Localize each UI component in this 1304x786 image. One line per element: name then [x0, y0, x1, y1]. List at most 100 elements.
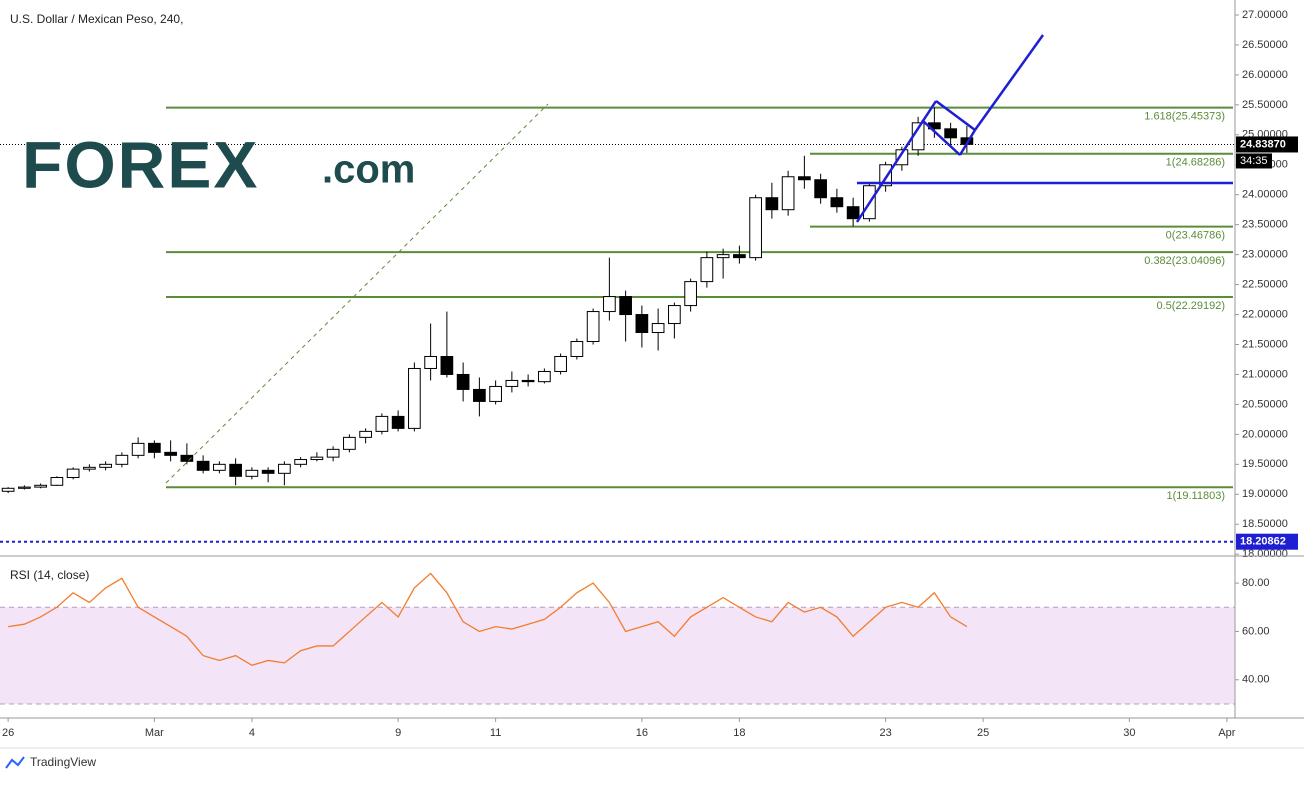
rsi-band	[0, 607, 1235, 704]
candle-body	[99, 463, 112, 468]
fib-label: 0.5(22.29192)	[1157, 300, 1226, 312]
marked-level-box	[1236, 533, 1298, 550]
candle-body	[164, 451, 177, 456]
candle-body	[895, 149, 909, 166]
candle-body	[781, 176, 795, 211]
rsi-title: RSI (14, close)	[10, 568, 89, 582]
y-tick-label: 25.50000	[1242, 99, 1288, 111]
y-tick-label: 20.00000	[1242, 428, 1288, 440]
candle-body	[66, 468, 80, 479]
projection	[973, 34, 1045, 131]
x-tick-label: 23	[880, 727, 892, 739]
y-tick-label: 18.50000	[1242, 518, 1288, 530]
footer-icon	[5, 756, 25, 769]
candle-body	[700, 257, 714, 283]
y-tick-label: 23.00000	[1242, 249, 1288, 261]
x-tick-label: 9	[395, 727, 401, 739]
candle-body	[148, 442, 161, 453]
chart-title: U.S. Dollar / Mexican Peso, 240,	[10, 12, 183, 26]
y-tick-label: 27.00000	[1242, 9, 1288, 21]
logo-brand: FOREX	[22, 127, 259, 201]
y-tick-label: 26.00000	[1242, 69, 1288, 81]
candle-body	[456, 373, 470, 390]
candle-body	[180, 454, 194, 462]
flag-edge	[921, 119, 961, 156]
x-tick-label: 16	[636, 727, 648, 739]
candle-body	[440, 355, 454, 375]
candle-body	[261, 469, 275, 474]
candle-body	[814, 179, 827, 199]
marked-level-label: 18.20862	[1240, 536, 1286, 548]
candle-body	[733, 254, 746, 259]
candle-body	[229, 463, 242, 477]
candle-body	[521, 379, 535, 383]
candle-body	[798, 176, 811, 181]
x-tick-label: 4	[249, 727, 255, 739]
y-tick-label: 18.00000	[1242, 548, 1288, 560]
candle-body	[830, 197, 844, 208]
candle-body	[668, 305, 681, 325]
candle-body	[603, 296, 616, 313]
candle-body	[408, 367, 421, 429]
y-tick-label: 26.50000	[1242, 39, 1288, 51]
last-price-box	[1236, 136, 1298, 153]
flag-edge	[935, 99, 976, 132]
candle-body	[196, 460, 210, 471]
candle-body	[391, 415, 405, 429]
candle-body	[538, 370, 551, 383]
y-tick-label: 20.50000	[1242, 398, 1288, 410]
y-tick-label: 19.00000	[1242, 488, 1288, 500]
candle-body	[83, 466, 96, 470]
candle-body	[294, 459, 307, 465]
candle-body	[213, 463, 226, 471]
fib-label: 1.618(25.45373)	[1144, 111, 1225, 123]
y-tick-label: 22.50000	[1242, 278, 1288, 290]
y-tick-label: 22.00000	[1242, 308, 1288, 320]
candle-body	[489, 385, 502, 402]
flag-pattern	[855, 34, 1233, 223]
candle-body	[846, 206, 860, 220]
x-tick-label: 18	[733, 727, 745, 739]
candle-body	[245, 469, 259, 477]
candle-body	[424, 355, 437, 369]
countdown-box	[1236, 153, 1272, 169]
x-tick-label: 25	[977, 727, 989, 739]
candle-body	[651, 323, 665, 334]
candle-body	[716, 254, 730, 259]
candle-body	[375, 415, 389, 432]
x-tick-label: 11	[490, 727, 501, 739]
fib-label: 1(19.11803)	[1166, 490, 1225, 502]
candle-body	[473, 388, 486, 402]
footer-text[interactable]: TradingView	[30, 755, 96, 769]
fib-label: 0(23.46786)	[1166, 230, 1225, 242]
candle-body	[359, 430, 372, 438]
countdown-label: 34:35	[1240, 155, 1268, 167]
candle-body	[310, 456, 324, 461]
candle-body	[570, 341, 584, 357]
x-tick-label: 30	[1123, 727, 1135, 739]
rsi-y-tick-label: 60.00	[1242, 625, 1270, 637]
candle-body	[944, 128, 957, 139]
candle-body	[586, 311, 600, 343]
candle-body	[635, 314, 649, 334]
last-price-label: 24.83870	[1240, 138, 1286, 150]
y-tick-label: 24.00000	[1242, 189, 1288, 201]
candle-body	[115, 454, 129, 465]
candle-body	[505, 379, 519, 387]
candle-body	[765, 197, 779, 211]
candle-body	[684, 281, 697, 307]
candle-body	[619, 296, 632, 316]
candle-body	[554, 355, 567, 372]
plot-layer: 18.00000 18.50000 19.00000 19.50000 20.00000…	[0, 9, 1298, 739]
y-tick-label: 21.00000	[1242, 368, 1288, 380]
y-tick-label: 23.50000	[1242, 219, 1288, 231]
y-tick-label: 21.50000	[1242, 338, 1288, 350]
candle-body	[749, 197, 762, 259]
logo-suffix: .com	[322, 148, 415, 192]
candle-body	[1, 487, 15, 492]
fib-label: 0.382(23.04096)	[1144, 255, 1225, 267]
candle-body	[18, 486, 31, 489]
fib-trend-line	[165, 103, 549, 484]
x-tick-label: Mar	[145, 727, 164, 739]
